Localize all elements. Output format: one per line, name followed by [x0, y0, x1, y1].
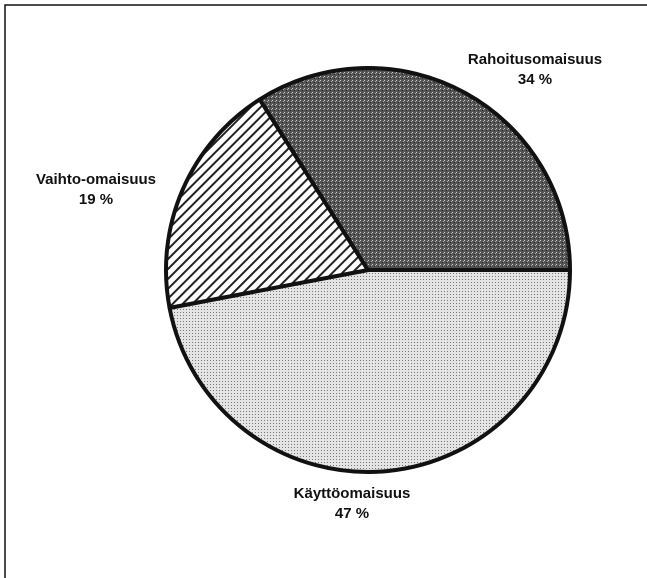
pie-slice [257, 66, 572, 272]
slice-value-label: 19 % [79, 191, 113, 208]
slice-value-label: 47 % [335, 505, 369, 522]
frame [4, 4, 647, 578]
pie-slice [164, 97, 370, 310]
slice-label: Vaihto-omaisuus [36, 171, 156, 188]
pie-slice [167, 268, 572, 474]
slice-label: Rahoitusomaisuus [468, 51, 602, 68]
slice-value-label: 34 % [518, 71, 552, 88]
slice-label: Käyttöomaisuus [294, 485, 411, 502]
